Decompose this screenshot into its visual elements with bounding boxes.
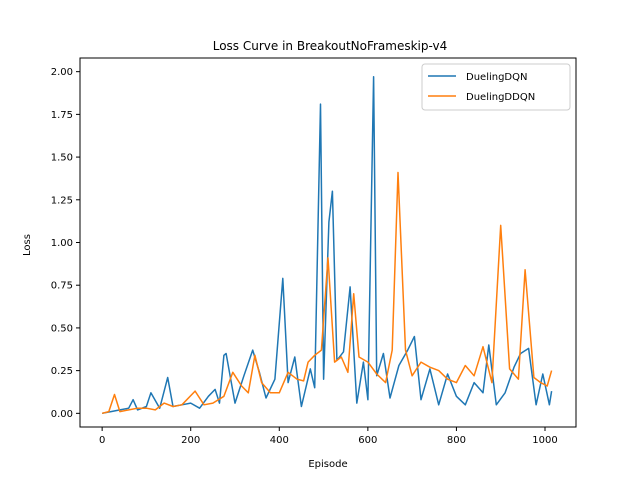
- x-tick-label: 600: [358, 435, 377, 446]
- y-tick-label: 0.00: [51, 409, 73, 420]
- y-tick-label: 0.50: [51, 323, 73, 334]
- series-line-duelingddqn: [101, 171, 553, 415]
- y-tick-label: 1.00: [51, 238, 73, 249]
- y-tick-label: 1.75: [51, 110, 73, 121]
- legend: DuelingDQN DuelingDDQN: [421, 63, 571, 111]
- y-axis: 0.00 0.25 0.50 0.75 1.00 1.25 1.50 1.75 2.00: [51, 67, 80, 420]
- x-tick-label: 400: [270, 435, 289, 446]
- x-tick-label: 800: [447, 435, 466, 446]
- legend-box: [421, 63, 571, 111]
- legend-label: DuelingDQN: [466, 72, 527, 83]
- x-axis: 0 200 400 600 800 1000: [99, 427, 558, 446]
- x-tick-label: 1000: [532, 435, 557, 446]
- y-tick-label: 2.00: [51, 67, 73, 78]
- x-axis-label: Episode: [308, 459, 347, 470]
- series-layer: [101, 76, 553, 415]
- y-tick-label: 0.75: [51, 281, 73, 292]
- y-tick-label: 0.25: [51, 366, 73, 377]
- x-tick-label: 0: [99, 435, 105, 446]
- y-tick-label: 1.25: [51, 195, 73, 206]
- y-tick-label: 1.50: [51, 153, 73, 164]
- x-tick-label: 200: [181, 435, 200, 446]
- y-axis-label: Loss: [22, 234, 33, 256]
- chart-title: Loss Curve in BreakoutNoFrameskip-v4: [213, 39, 448, 53]
- legend-label: DuelingDDQN: [466, 92, 535, 103]
